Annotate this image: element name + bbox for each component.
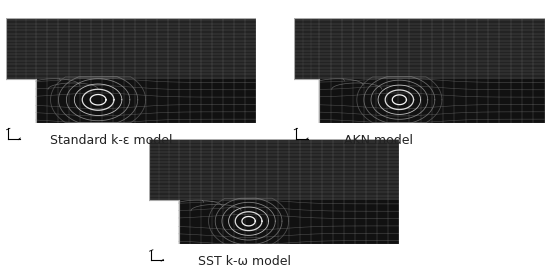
Text: Standard k-ε model: Standard k-ε model [50, 134, 172, 147]
Bar [6, 18, 256, 79]
Polygon shape [148, 200, 179, 244]
Text: AKN model: AKN model [344, 134, 412, 147]
Bar [148, 139, 399, 200]
Text: SST k-ω model: SST k-ω model [198, 255, 291, 268]
Bar [294, 18, 544, 79]
Bar [36, 79, 256, 123]
Polygon shape [294, 79, 319, 123]
Bar [179, 200, 399, 244]
Bar [319, 79, 544, 123]
Polygon shape [6, 79, 36, 123]
